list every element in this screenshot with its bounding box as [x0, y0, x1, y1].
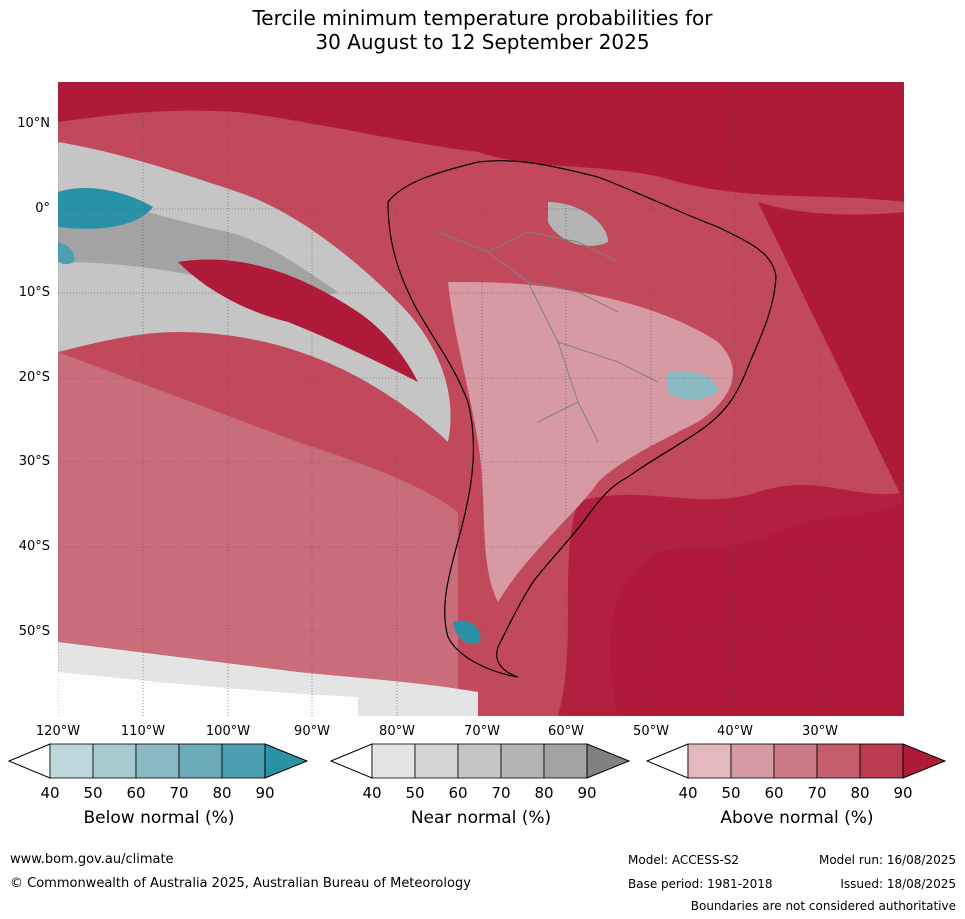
below-tick-label: 70: [169, 784, 189, 802]
near-tick-label: 60: [448, 784, 468, 802]
near-normal-colorbar: [330, 743, 631, 779]
chart-title-line-1: Tercile minimum temperature probabilitie…: [252, 6, 713, 30]
near-colorbar-min-extension: [330, 743, 373, 779]
above-tick-label: 90: [893, 784, 913, 802]
near-tick-label: 90: [577, 784, 597, 802]
probability-map: [58, 82, 904, 716]
country-borders: [437, 231, 659, 443]
lon-label-80w: 80°W: [379, 724, 415, 739]
below-normal-colorbar: [8, 743, 309, 779]
lat-label-10n: 10°N: [17, 116, 50, 131]
below-colorbar-segment: [178, 743, 223, 779]
below-colorbar-min-extension: [8, 743, 51, 779]
above-colorbar-segment: [859, 743, 904, 779]
lon-label-50w: 50°W: [633, 724, 669, 739]
below-tick-label: 50: [83, 784, 103, 802]
boundaries-disclaimer: Boundaries are not considered authoritat…: [690, 899, 956, 913]
lat-label-0: 0°: [35, 201, 50, 216]
lat-label-20s: 20°S: [18, 370, 50, 385]
model-name: Model: ACCESS-S2: [628, 853, 740, 867]
lon-label-100w: 100°W: [205, 724, 251, 739]
above-normal-colorbar: [646, 743, 947, 779]
near-colorbar-segment: [371, 743, 416, 779]
below-colorbar-max-extension: [264, 743, 309, 779]
above-tick-label: 50: [721, 784, 741, 802]
above-normal-north-region: [58, 82, 904, 202]
near-normal-amazon-patch: [548, 202, 608, 246]
above-tick-label: 70: [807, 784, 827, 802]
map-gridlines: [58, 82, 904, 716]
above-colorbar-max-extension: [902, 743, 947, 779]
near-colorbar-segment: [543, 743, 588, 779]
below-normal-pacific-patch-small: [58, 242, 75, 265]
near-tick-label: 40: [362, 784, 382, 802]
above-colorbar-segment: [730, 743, 775, 779]
copyright-text: © Commonwealth of Australia 2025, Austra…: [10, 876, 471, 891]
above-tick-label: 80: [850, 784, 870, 802]
near-colorbar-max-extension: [586, 743, 631, 779]
above-normal-label: Above normal (%): [720, 808, 874, 828]
near-colorbar-segment: [457, 743, 502, 779]
chart-title-line-2: 30 August to 12 September 2025: [315, 30, 650, 54]
above-normal-south-pacific: [58, 352, 458, 716]
below-normal-pacific-patch: [58, 187, 153, 229]
base-period: Base period: 1981-2018: [628, 877, 773, 891]
lon-label-120w: 120°W: [35, 724, 81, 739]
below-colorbar-segment: [92, 743, 137, 779]
below-tick-label: 90: [255, 784, 275, 802]
near-normal-label: Near normal (%): [410, 808, 552, 828]
lon-label-110w: 110°W: [120, 724, 166, 739]
lat-label-50s: 50°S: [18, 624, 50, 639]
lat-label-40s: 40°S: [18, 539, 50, 554]
website-link[interactable]: www.bom.gov.au/climate: [10, 852, 174, 867]
above-tick-label: 60: [764, 784, 784, 802]
above-normal-atlantic-core: [558, 484, 904, 716]
below-colorbar-segment: [49, 743, 94, 779]
above-colorbar-segment: [687, 743, 732, 779]
lat-label-10s: 10°S: [18, 285, 50, 300]
below-tick-label: 60: [126, 784, 146, 802]
lon-label-70w: 70°W: [464, 724, 500, 739]
below-colorbar-segment: [135, 743, 180, 779]
above-colorbar-segment: [773, 743, 818, 779]
near-tick-label: 50: [405, 784, 425, 802]
lon-label-40w: 40°W: [717, 724, 753, 739]
near-tick-label: 80: [534, 784, 554, 802]
issued-date: Issued: 18/08/2025: [840, 877, 956, 891]
near-colorbar-segment: [414, 743, 459, 779]
continent-inland-light: [448, 282, 733, 602]
south-america-coastline: [387, 160, 777, 678]
above-normal-pacific-streak: [178, 259, 418, 382]
above-colorbar-min-extension: [646, 743, 689, 779]
model-run-date: Model run: 16/08/2025: [818, 853, 956, 867]
above-colorbar-segment: [816, 743, 861, 779]
lon-label-60w: 60°W: [548, 724, 584, 739]
above-tick-label: 40: [678, 784, 698, 802]
near-tick-label: 70: [491, 784, 511, 802]
lat-label-30s: 30°S: [18, 454, 50, 469]
below-colorbar-segment: [221, 743, 266, 779]
southern-white-band: [58, 672, 358, 716]
below-tick-label: 80: [212, 784, 232, 802]
lon-label-30w: 30°W: [802, 724, 838, 739]
below-normal-label: Below normal (%): [83, 808, 235, 828]
near-colorbar-segment: [500, 743, 545, 779]
below-tick-label: 40: [40, 784, 60, 802]
lon-label-90w: 90°W: [294, 724, 330, 739]
below-normal-brazil-patch: [668, 370, 718, 400]
